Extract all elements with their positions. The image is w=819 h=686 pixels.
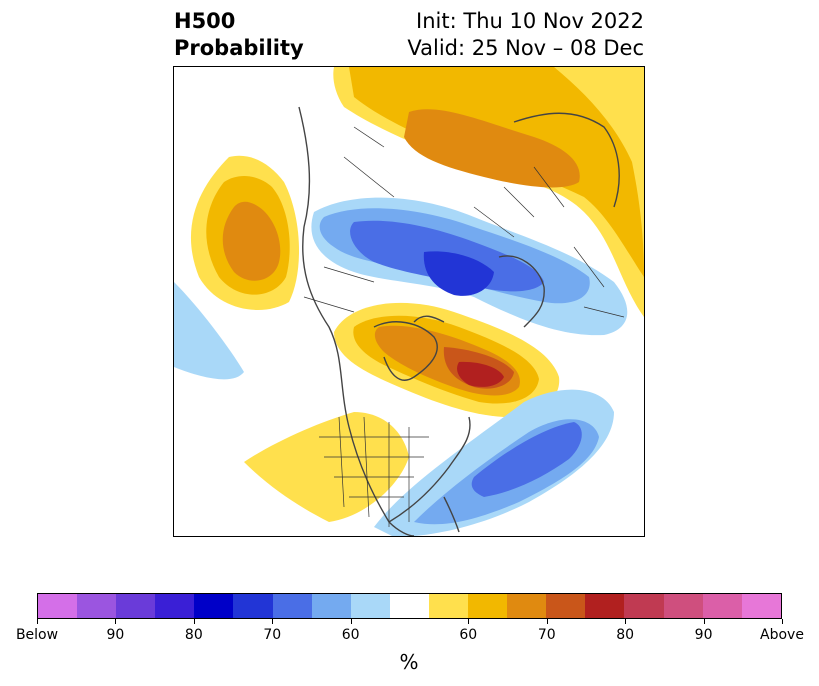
colorbar-tick-mark: [37, 619, 38, 624]
title-variable: H500: [174, 9, 236, 33]
arctic-negative-region: [311, 197, 628, 336]
coastlines: [298, 106, 620, 536]
colorbar-tick-label: 80: [184, 627, 203, 643]
colorbar-tick-label: 90: [694, 627, 713, 643]
colorbar-segment: [38, 594, 78, 618]
title-right: Init: Thu 10 Nov 2022 Valid: 25 Nov – 08…: [407, 8, 644, 62]
colorbar-tick-mark: [272, 619, 274, 624]
colorbar-tick-label: Above: [760, 627, 804, 643]
colorbar-segment: [77, 594, 117, 618]
map-panel: [173, 66, 645, 537]
colorbar-segment: [389, 594, 429, 618]
colorbar-segment: [702, 594, 742, 618]
colorbar-segment: [428, 594, 469, 618]
colorbar-segment: [585, 594, 625, 618]
title-left: H500 Probability: [174, 8, 304, 62]
colorbar-segment: [741, 594, 781, 618]
colorbar-tick-label: 60: [341, 627, 360, 643]
colorbar-segment: [624, 594, 664, 618]
colorbar-segment: [546, 594, 586, 618]
colorbar-tick-mark: [703, 619, 705, 624]
colorbar-tick-mark: [350, 619, 352, 624]
us-positive-region: [244, 412, 409, 522]
pacific-positive-region: [190, 155, 300, 310]
colorbar-segment: [507, 594, 547, 618]
colorbar-tick-label: 90: [106, 627, 125, 643]
colorbar: [37, 593, 782, 619]
colorbar-segment: [468, 594, 508, 618]
map-svg: [174, 67, 644, 536]
colorbar-tick-label: 70: [263, 627, 282, 643]
colorbar-tick-label: Below: [15, 627, 59, 643]
colorbar-segment: [233, 594, 273, 618]
canada-positive-region: [334, 302, 560, 417]
colorbar-segment: [194, 594, 234, 618]
colorbar-tick-mark: [546, 619, 548, 624]
title-metric: Probability: [174, 36, 304, 60]
colorbar-segment: [272, 594, 312, 618]
colorbar-tick-label: 60: [459, 627, 478, 643]
colorbar-segment: [663, 594, 703, 618]
valid-range: Valid: 25 Nov – 08 Dec: [407, 36, 644, 60]
colorbar-tick-mark: [468, 619, 470, 624]
colorbar-tick-mark: [625, 619, 627, 624]
colorbar-segment: [155, 594, 195, 618]
colorbar-tick-mark: [782, 619, 783, 624]
colorbar-segment: [311, 594, 351, 618]
atlantic-negative-region: [374, 389, 614, 536]
init-date: Init: Thu 10 Nov 2022: [416, 9, 644, 33]
east-pacific-negative-region: [174, 282, 244, 380]
colorbar-segment: [350, 594, 390, 618]
colorbar-tick-mark: [193, 619, 195, 624]
eurasia-positive-region: [333, 67, 644, 317]
political-borders: [303, 126, 625, 527]
colorbar-tick-label: 70: [537, 627, 556, 643]
colorbar-segment: [116, 594, 156, 618]
colorbar-tick-mark: [115, 619, 117, 624]
colorbar-tick-label: 80: [616, 627, 635, 643]
colorbar-unit: %: [399, 650, 419, 674]
